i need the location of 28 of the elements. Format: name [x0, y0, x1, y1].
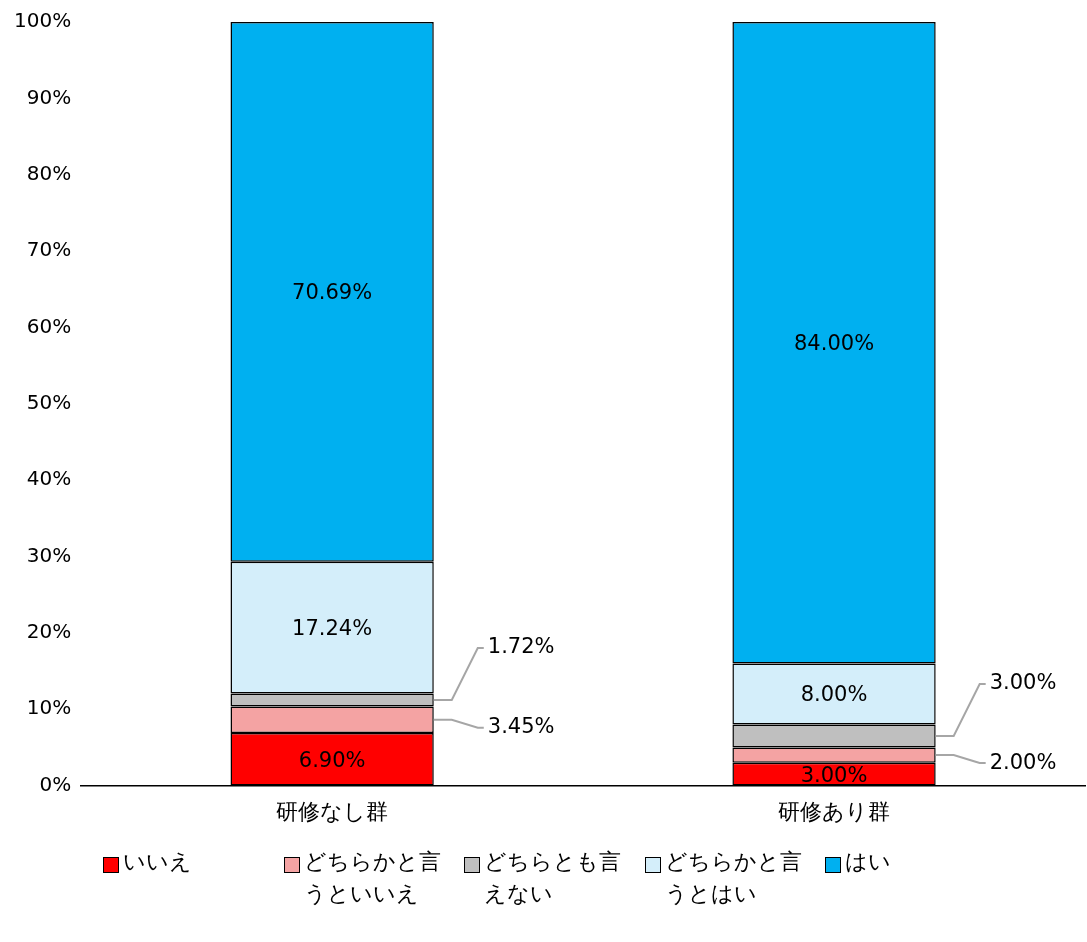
y-tick-label: 90% [26, 84, 72, 109]
y-tick-label: 50% [26, 390, 72, 414]
legend-label: いいえ [123, 848, 193, 876]
x-tick-label: 研修あり群 [778, 798, 891, 824]
legend-label: どちらかと言うとはい [664, 848, 803, 908]
data-label: 17.24% [292, 616, 373, 641]
data-label: 70.69% [292, 280, 373, 305]
data-label: 2.00% [989, 749, 1057, 774]
data-label: 3.45% [487, 714, 555, 739]
data-label: 8.00% [800, 682, 868, 707]
data-label: 3.00% [800, 762, 868, 787]
legend-label: どちらかと言うといいえ [303, 848, 442, 908]
y-tick-label: 80% [26, 160, 72, 185]
y-tick-label: 40% [26, 466, 72, 491]
data-label: 84.00% [794, 331, 875, 356]
y-tick-label: 60% [26, 313, 72, 338]
y-tick-label: 100% [13, 8, 72, 33]
y-tick-label: 0% [39, 771, 72, 796]
x-tick-label: 研修なし群 [276, 798, 389, 824]
y-tick-label: 10% [26, 695, 72, 720]
legend-label: はい [845, 848, 893, 876]
y-tick-label: 20% [26, 619, 72, 644]
data-label: 1.72% [487, 634, 555, 659]
y-tick-label: 30% [26, 542, 72, 567]
y-tick-label: 70% [26, 237, 72, 262]
data-label: 3.00% [989, 670, 1057, 695]
legend-label: どちらとも言えない [484, 848, 623, 908]
data-label: 6.90% [298, 747, 366, 772]
